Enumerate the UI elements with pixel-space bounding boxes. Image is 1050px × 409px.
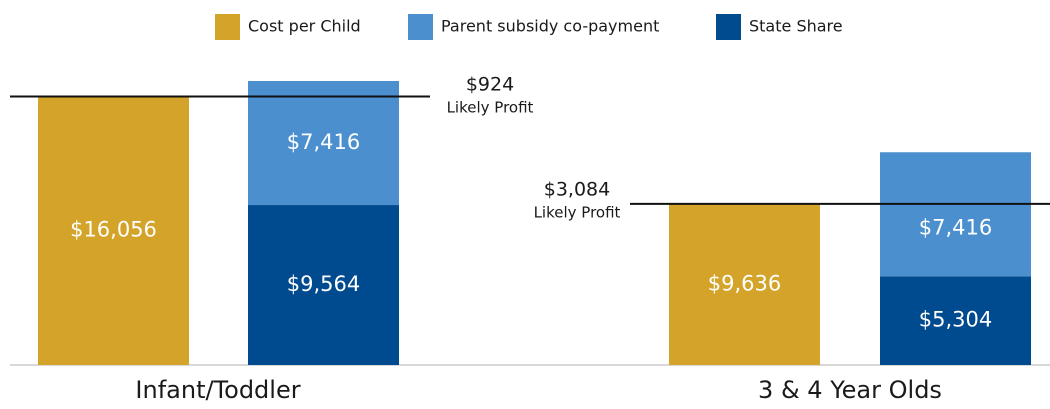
annotation-value: $3,084 <box>544 179 610 201</box>
legend-swatch <box>716 14 741 40</box>
annotation-value: $924 <box>466 74 514 96</box>
bar-segment <box>880 152 1031 277</box>
category-label: 3 & 4 Year Olds <box>758 376 942 404</box>
bar <box>669 203 820 365</box>
legend-label: State Share <box>749 17 843 36</box>
legend-label: Cost per Child <box>248 17 361 36</box>
annotation-text: Likely Profit <box>534 204 621 222</box>
legend-label: Parent subsidy co-payment <box>441 17 659 36</box>
value-label: $7,416 <box>287 130 360 154</box>
bar-segment <box>248 205 399 365</box>
value-label: $9,564 <box>287 272 360 296</box>
value-label: $16,056 <box>70 218 157 242</box>
category-label: Infant/Toddler <box>135 376 300 404</box>
value-label: $5,304 <box>919 308 992 332</box>
value-label: $9,636 <box>708 271 781 295</box>
bar-segment <box>880 276 1031 365</box>
bar <box>38 96 189 366</box>
legend-swatch <box>408 14 433 40</box>
legend-swatch <box>215 14 240 40</box>
value-label: $7,416 <box>919 215 992 239</box>
annotation-text: Likely Profit <box>447 99 534 117</box>
bar-segment <box>248 81 399 206</box>
